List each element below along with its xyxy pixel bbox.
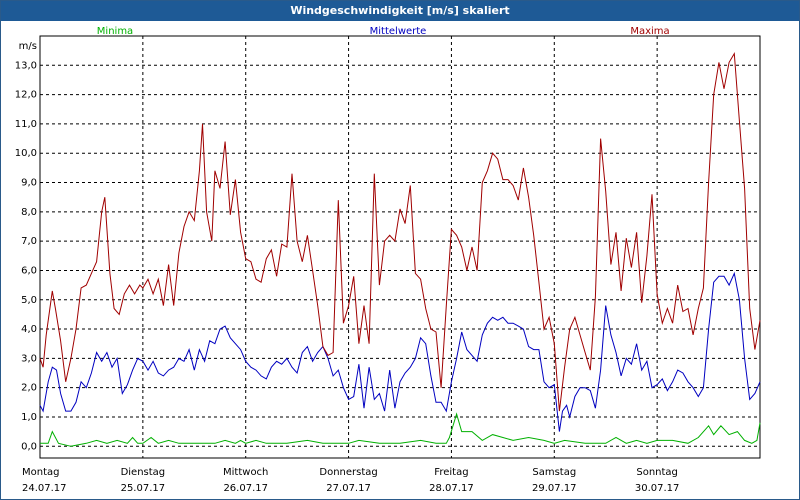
x-tick-day: Mittwoch — [223, 467, 268, 478]
x-tick-date: 29.07.17 — [532, 483, 577, 494]
y-tick-label: 8,0 — [21, 207, 37, 218]
axes — [39, 35, 761, 459]
series-line-mittelwerte — [39, 271, 761, 432]
x-tick-date: 24.07.17 — [22, 483, 67, 494]
legend: Minima Mittelwerte Maxima — [97, 26, 670, 37]
y-tick-label: 7,0 — [21, 236, 37, 247]
x-tick-day: Dienstag — [121, 467, 166, 478]
legend-minima: Minima — [97, 26, 133, 37]
y-tick-label: 10,0 — [15, 148, 37, 159]
window-title: Windgeschwindigkeit [m/s] skaliert — [1, 1, 799, 21]
x-tick-day: Freitag — [434, 467, 468, 478]
y-axis-ticks: 0,0 1,0 2,0 3,0 4,0 5,0 6,0 7,0 8,0 9,0 10,0 11,0 12… — [15, 41, 37, 452]
y-tick-label: 9,0 — [21, 178, 37, 189]
y-tick-label: 6,0 — [21, 265, 37, 276]
legend-mittelwerte: Mittelwerte — [370, 26, 427, 37]
y-axis-unit-label: m/s — [19, 41, 37, 52]
x-tick-day: Donnerstag — [319, 467, 377, 478]
y-tick-label: 5,0 — [21, 295, 37, 306]
y-tick-label: 0,0 — [21, 441, 37, 452]
y-tick-label: 1,0 — [21, 412, 37, 423]
y-tick-label: 12,0 — [15, 90, 37, 101]
x-tick-day: Samstag — [532, 467, 576, 478]
x-tick-day: Sonntag — [636, 467, 678, 478]
y-tick-label: 11,0 — [15, 119, 37, 130]
series-lines — [39, 51, 761, 447]
x-tick-date: 26.07.17 — [223, 483, 268, 494]
plot-frame — [39, 35, 761, 459]
y-tick-label: 4,0 — [21, 324, 37, 335]
grid — [40, 36, 760, 458]
x-axis-ticks: Montag 24.07.17 Dienstag 25.07.17 Mittwoch 26… — [22, 467, 679, 494]
series-line-maxima — [39, 51, 761, 412]
x-tick-date: 27.07.17 — [326, 483, 371, 494]
y-tick-label: 3,0 — [21, 353, 37, 364]
x-tick-date: 25.07.17 — [121, 483, 166, 494]
y-tick-label: 13,0 — [15, 60, 37, 71]
series-line-minima — [40, 412, 761, 447]
x-tick-date: 30.07.17 — [635, 483, 680, 494]
legend-maxima: Maxima — [630, 26, 669, 37]
x-tick-date: 28.07.17 — [429, 483, 474, 494]
x-tick-day: Montag — [22, 467, 59, 478]
y-tick-label: 2,0 — [21, 383, 37, 394]
